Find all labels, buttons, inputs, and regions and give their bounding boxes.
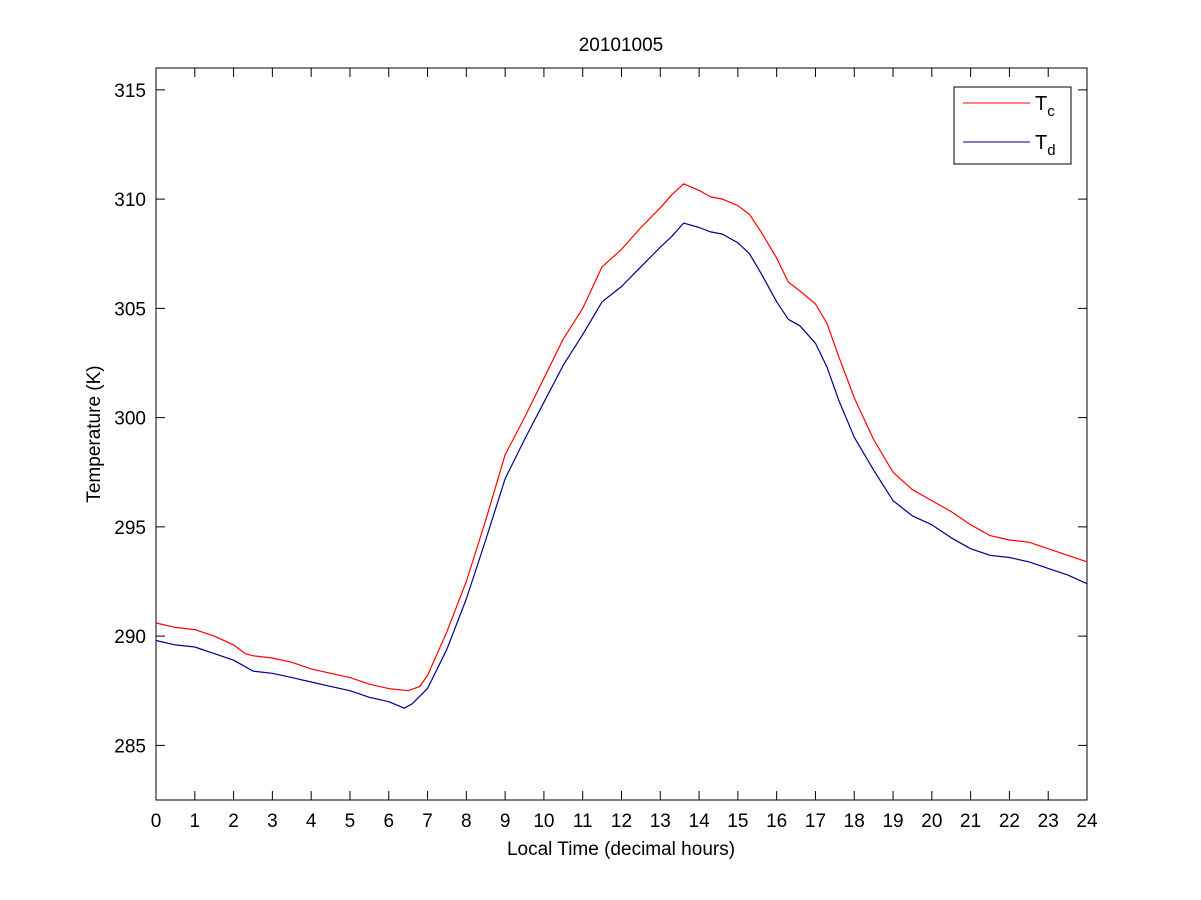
x-tick-label: 21: [960, 811, 981, 832]
x-tick-label: 9: [500, 811, 511, 832]
legend-box: [953, 86, 1072, 165]
x-tick-label: 23: [1038, 811, 1059, 832]
x-tick-label: 17: [805, 811, 826, 832]
x-tick-label: 10: [533, 811, 554, 832]
x-tick-label: 19: [882, 811, 903, 832]
y-tick-label: 295: [114, 518, 146, 539]
tick-layer: 0 1 2 3 4 5 6 7 8 9 10 11 12 13 14 15 16 17 18 19 20 21 22 23 24…: [114, 68, 1098, 832]
x-tick-label: 4: [306, 811, 317, 832]
y-tick-label: 310: [114, 190, 146, 211]
y-tick-label: 305: [114, 299, 146, 320]
legend: Tc Td: [953, 86, 1072, 165]
x-tick-label: 0: [151, 811, 162, 832]
x-tick-label: 5: [345, 811, 356, 832]
x-axis-label: Local Time (decimal hours): [507, 839, 735, 860]
plot-area: 0 1 2 3 4 5 6 7 8 9 10 11 12 13 14 15 16 17 18 19 20 21 22 23 24…: [114, 67, 1098, 832]
x-tick-label: 2: [228, 811, 239, 832]
series-line-tc: [155, 183, 1088, 692]
y-axis-label: Temperature (K): [84, 365, 105, 502]
x-tick-label: 18: [844, 811, 865, 832]
x-tick-label: 15: [727, 811, 748, 832]
x-tick-label: 13: [650, 811, 671, 832]
x-tick-label: 7: [422, 811, 433, 832]
x-tick-label: 8: [461, 811, 472, 832]
x-tick-label: 24: [1076, 811, 1098, 832]
axes-box: [155, 67, 1088, 801]
legend-label-td: Td: [1035, 132, 1056, 159]
x-tick-label: 3: [267, 811, 278, 832]
y-tick-label: 285: [114, 736, 146, 757]
y-tick-label: 300: [114, 409, 146, 430]
y-tick-label: 315: [114, 81, 146, 102]
x-tick-label: 12: [611, 811, 632, 832]
x-tick-label: 22: [999, 811, 1020, 832]
x-tick-label: 1: [190, 811, 201, 832]
legend-label-tc: Tc: [1035, 93, 1055, 120]
x-tick-label: 14: [689, 811, 711, 832]
series-layer: [155, 183, 1088, 709]
x-tick-label: 11: [573, 811, 593, 832]
x-tick-label: 16: [766, 811, 787, 832]
series-line-td: [155, 222, 1088, 709]
x-tick-label: 20: [921, 811, 942, 832]
y-tick-label: 290: [114, 627, 146, 648]
x-tick-label: 6: [383, 811, 394, 832]
chart-title: 20101005: [579, 35, 664, 56]
